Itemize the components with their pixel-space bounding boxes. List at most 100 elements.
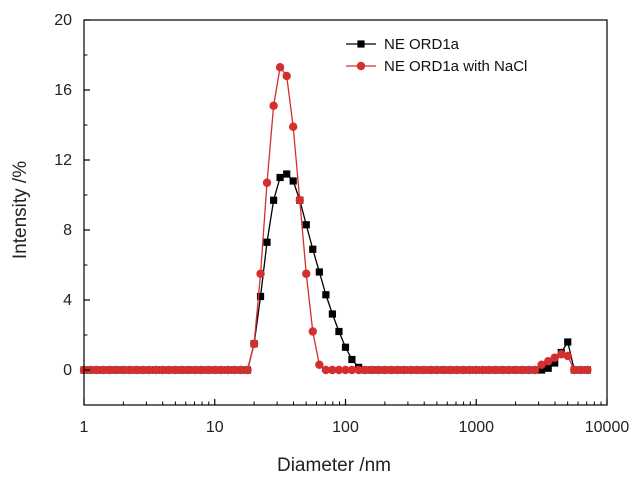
data-point-ne-ord1a-nacl xyxy=(230,365,239,375)
data-point-ne-ord1a-nacl xyxy=(491,365,500,375)
data-point-ne-ord1a-nacl xyxy=(236,365,245,375)
data-point-ne-ord1a-nacl xyxy=(132,365,141,375)
data-point-ne-ord1a-nacl xyxy=(374,365,383,375)
data-point-ne-ord1a-nacl xyxy=(171,365,180,375)
data-point-ne-ord1a-nacl xyxy=(105,365,115,375)
data-point-ne-ord1a-nacl xyxy=(445,365,455,375)
plot-area xyxy=(79,63,592,375)
data-point-ne-ord1a-nacl xyxy=(354,365,363,375)
data-point-ne-ord1a-nacl xyxy=(164,365,174,375)
data-point-ne-ord1a-nacl xyxy=(413,365,422,375)
data-point-ne-ord1a-nacl xyxy=(216,365,226,375)
data-point-ne-ord1a-nacl xyxy=(511,365,520,375)
data-point-ne-ord1a xyxy=(315,268,323,276)
data-point-ne-ord1a xyxy=(544,364,552,372)
data-point-ne-ord1a-nacl xyxy=(530,365,540,375)
data-point-ne-ord1a-nacl xyxy=(504,365,514,375)
data-point-ne-ord1a-nacl xyxy=(321,365,331,375)
data-point-ne-ord1a-nacl xyxy=(119,365,128,375)
data-point-ne-ord1a-nacl xyxy=(197,365,206,375)
data-point-ne-ord1a-nacl xyxy=(465,365,474,375)
data-point-ne-ord1a xyxy=(283,170,291,178)
data-point-ne-ord1a xyxy=(551,359,559,367)
data-point-ne-ord1a-nacl xyxy=(432,365,442,375)
data-point-ne-ord1a-nacl xyxy=(400,365,409,375)
y-tick-label: 16 xyxy=(54,82,72,99)
data-point-ne-ord1a xyxy=(322,291,330,299)
data-point-ne-ord1a xyxy=(341,343,350,351)
data-point-ne-ord1a xyxy=(564,338,572,346)
data-point-ne-ord1a xyxy=(309,245,317,253)
legend-label-ne-ord1a-nacl: NE ORD1a with NaCl xyxy=(384,58,527,75)
data-point-ne-ord1a-nacl xyxy=(387,365,396,375)
legend-marker-ne-ord1a xyxy=(357,40,365,48)
data-point-ne-ord1a-nacl xyxy=(328,365,337,375)
data-point-ne-ord1a-nacl xyxy=(537,360,546,369)
data-point-ne-ord1a-nacl xyxy=(563,351,572,361)
data-point-ne-ord1a-nacl xyxy=(347,365,357,375)
data-point-ne-ord1a-nacl xyxy=(334,365,344,375)
data-point-ne-ord1a-nacl xyxy=(262,178,272,187)
data-point-ne-ord1a-nacl xyxy=(243,365,252,375)
y-tick-label: 0 xyxy=(63,362,72,379)
data-point-ne-ord1a xyxy=(256,292,265,301)
data-point-ne-ord1a-nacl xyxy=(99,365,108,375)
y-tick-label: 4 xyxy=(63,292,72,309)
data-point-ne-ord1a-nacl xyxy=(452,365,461,375)
data-point-ne-ord1a-nacl xyxy=(282,71,291,81)
data-point-ne-ord1a xyxy=(537,366,546,374)
data-point-ne-ord1a-nacl xyxy=(485,365,494,375)
x-tick-label: 10 xyxy=(206,419,224,436)
data-point-ne-ord1a xyxy=(276,173,284,182)
x-tick-label: 10000 xyxy=(585,419,630,436)
data-point-ne-ord1a-nacl xyxy=(360,365,370,375)
data-point-ne-ord1a-nacl xyxy=(570,365,579,375)
data-point-ne-ord1a-nacl xyxy=(92,365,101,375)
data-point-ne-ord1a-nacl xyxy=(302,269,311,278)
data-point-ne-ord1a-nacl xyxy=(86,365,95,375)
data-point-ne-ord1a-nacl xyxy=(158,365,167,375)
data-point-ne-ord1a-nacl xyxy=(498,365,507,375)
data-point-ne-ord1a-nacl xyxy=(249,339,259,348)
data-point-ne-ord1a-nacl xyxy=(576,365,586,375)
data-point-ne-ord1a-nacl xyxy=(380,365,390,375)
data-point-ne-ord1a-nacl xyxy=(269,101,278,110)
data-point-ne-ord1a-nacl xyxy=(125,365,134,375)
data-point-ne-ord1a-nacl xyxy=(295,196,304,205)
legend: NE ORD1a NE ORD1a with NaCl xyxy=(346,36,527,75)
data-point-ne-ord1a xyxy=(289,177,297,185)
x-tick-label: 1 xyxy=(80,419,89,436)
x-axis-title: Diameter /nm xyxy=(277,455,391,476)
data-point-ne-ord1a-nacl xyxy=(256,269,265,278)
data-point-ne-ord1a-nacl xyxy=(151,365,161,375)
axes: 0 4 8 12 16 20 1 10 100 1000 10000 xyxy=(54,12,629,436)
series-line-ne-ord1a xyxy=(84,173,588,371)
legend-label-ne-ord1a: NE ORD1a xyxy=(384,36,460,53)
data-point-ne-ord1a-nacl xyxy=(138,365,148,375)
data-point-ne-ord1a-nacl xyxy=(112,365,121,375)
data-point-ne-ord1a-nacl xyxy=(557,350,566,359)
data-point-ne-ord1a xyxy=(263,238,271,246)
data-point-ne-ord1a-nacl xyxy=(203,365,213,375)
data-point-ne-ord1a-nacl xyxy=(439,365,448,375)
data-point-ne-ord1a-nacl xyxy=(419,365,429,375)
data-point-ne-ord1a-nacl xyxy=(550,353,559,362)
data-point-ne-ord1a-nacl xyxy=(393,365,402,375)
x-tick-label: 1000 xyxy=(458,419,494,436)
data-point-ne-ord1a-nacl xyxy=(184,365,193,375)
y-tick-label: 12 xyxy=(54,152,72,169)
data-point-ne-ord1a xyxy=(335,327,343,336)
data-point-ne-ord1a-nacl xyxy=(315,360,324,369)
data-point-ne-ord1a xyxy=(348,355,356,364)
data-point-ne-ord1a-nacl xyxy=(341,365,350,375)
x-tick-label: 100 xyxy=(332,419,359,436)
data-point-ne-ord1a-nacl xyxy=(426,365,435,375)
data-point-ne-ord1a-nacl xyxy=(517,365,527,375)
data-point-ne-ord1a-nacl xyxy=(190,365,200,375)
data-point-ne-ord1a xyxy=(302,221,310,229)
data-point-ne-ord1a-nacl xyxy=(177,365,187,375)
y-axis-title: Intensity /% xyxy=(10,161,31,259)
y-tick-label: 8 xyxy=(63,222,72,239)
data-point-ne-ord1a-nacl xyxy=(406,365,416,375)
